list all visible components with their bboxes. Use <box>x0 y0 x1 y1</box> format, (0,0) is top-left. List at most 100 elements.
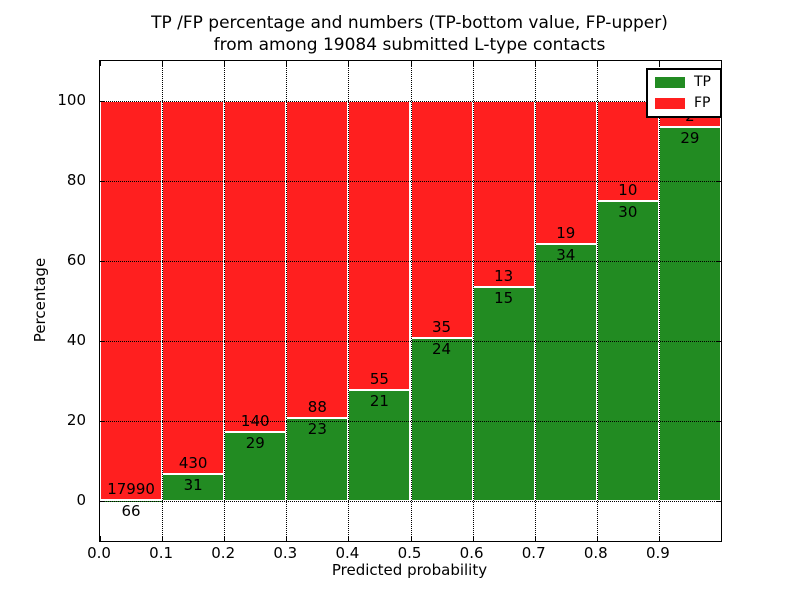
bar-label-tp: 29 <box>680 128 700 147</box>
bar-segment-fp <box>534 101 597 245</box>
legend-row-tp: TP <box>655 75 711 89</box>
x-tick-mark <box>100 536 101 541</box>
x-tick-mark <box>534 61 536 66</box>
bar-label-tp: 30 <box>618 203 638 221</box>
bar-label-tp: 29 <box>245 434 265 453</box>
bar-label-tp: 66 <box>121 501 141 520</box>
bar-label-tp: 24 <box>432 340 452 359</box>
legend-label-fp: FP <box>694 95 711 111</box>
bar-segment-tp <box>658 126 721 501</box>
bar-label-fp: 13 <box>494 266 514 285</box>
y-tick-label: 40 <box>66 331 86 349</box>
bar-segment-fp <box>100 101 163 500</box>
x-tick-mark <box>286 536 288 541</box>
y-tick-mark <box>716 181 721 182</box>
gridline-vertical <box>224 61 226 541</box>
bar-label-fp: 88 <box>307 398 327 417</box>
y-tick-label: 100 <box>57 91 86 109</box>
bar-label-fp: 35 <box>432 318 452 337</box>
x-tick-label: 0.1 <box>149 544 174 562</box>
gridline-vertical <box>410 61 412 541</box>
gridline-vertical <box>658 61 660 541</box>
x-tick-label: 0.2 <box>211 544 236 562</box>
y-tick-label: 80 <box>66 171 86 189</box>
bar-segment-tp <box>100 499 163 502</box>
x-tick-label: 0.8 <box>583 544 608 562</box>
x-tick-label: 0.7 <box>521 544 546 562</box>
plot-area: TP FP 17990 66 430 31 140 29 88 23 55 21 35 24 13 15 1… <box>99 60 722 542</box>
x-tick-mark <box>224 61 226 66</box>
bar-label-tp: 34 <box>556 246 576 265</box>
x-tick-mark <box>224 536 226 541</box>
bar-segment-fp <box>224 101 287 433</box>
legend: TP FP <box>646 68 722 118</box>
x-tick-mark <box>596 536 598 541</box>
x-tick-mark <box>472 536 474 541</box>
y-tick-mark <box>100 501 105 502</box>
chart-title: TP /FP percentage and numbers (TP-bottom… <box>99 12 720 56</box>
bar-segment-fp <box>348 101 411 391</box>
x-tick-mark <box>658 61 660 66</box>
tp-swatch-icon <box>655 76 685 88</box>
bar-label-tp: 23 <box>307 420 327 439</box>
x-tick-mark <box>162 61 164 66</box>
bar-segment-tp <box>224 432 287 501</box>
bar-label-fp: 10 <box>618 181 638 199</box>
bar-label-tp: 15 <box>494 288 514 307</box>
bar-label-fp: 17990 <box>107 479 155 498</box>
bar-segment-fp <box>286 101 349 419</box>
gridline-vertical <box>348 61 350 541</box>
bar-segment-fp <box>472 101 535 287</box>
gridline-vertical <box>162 61 164 541</box>
bar-segment-tp <box>348 390 411 501</box>
y-axis-label: Percentage <box>31 257 49 343</box>
y-tick-mark <box>100 101 105 102</box>
y-tick-mark <box>716 341 721 342</box>
y-tick-label: 60 <box>66 251 86 269</box>
bar-label-fp: 55 <box>369 370 389 389</box>
x-tick-mark <box>410 61 412 66</box>
gridline-vertical <box>596 61 598 541</box>
y-tick-mark <box>100 261 105 262</box>
y-tick-mark <box>100 341 105 342</box>
x-tick-label: 0.9 <box>645 544 670 562</box>
y-tick-mark <box>716 501 721 502</box>
y-tick-label: 0 <box>76 491 86 509</box>
gridline-vertical <box>472 61 474 541</box>
x-axis-label: Predicted probability <box>331 561 488 579</box>
fp-swatch-icon <box>655 97 685 109</box>
x-tick-mark <box>162 536 164 541</box>
y-tick-mark <box>100 181 105 182</box>
x-tick-label: 0.0 <box>87 544 111 562</box>
bar-segment-fp <box>410 101 473 339</box>
x-tick-mark <box>534 536 536 541</box>
chart-title-line1: TP /FP percentage and numbers (TP-bottom… <box>151 13 668 33</box>
bar-label-tp: 31 <box>183 476 203 495</box>
bar-label-fp: 430 <box>178 454 208 473</box>
x-tick-mark <box>348 536 350 541</box>
x-tick-mark <box>596 61 598 66</box>
legend-row-fp: FP <box>655 96 711 110</box>
x-tick-mark <box>410 536 412 541</box>
bar-segment-tp <box>534 244 597 501</box>
x-tick-mark <box>286 61 288 66</box>
x-tick-label: 0.4 <box>335 544 360 562</box>
chart-title-line2: from among 19084 submitted L-type contac… <box>213 35 606 55</box>
y-tick-mark <box>716 261 721 262</box>
bar-segment-tp <box>162 474 225 501</box>
gridline-vertical <box>534 61 536 541</box>
x-tick-mark <box>348 61 350 66</box>
bar-label-fp: 19 <box>556 224 576 243</box>
x-tick-label: 0.3 <box>273 544 298 562</box>
gridline-vertical <box>286 61 288 541</box>
bar-label-tp: 21 <box>369 392 389 411</box>
bar-segment-tp <box>472 286 535 501</box>
x-tick-mark <box>100 61 101 66</box>
y-tick-label: 20 <box>66 411 86 429</box>
x-tick-mark <box>472 61 474 66</box>
bar-segment-fp <box>162 101 225 475</box>
x-tick-label: 0.5 <box>397 544 422 562</box>
y-tick-mark <box>716 421 721 422</box>
bar-label-fp: 140 <box>240 412 270 431</box>
